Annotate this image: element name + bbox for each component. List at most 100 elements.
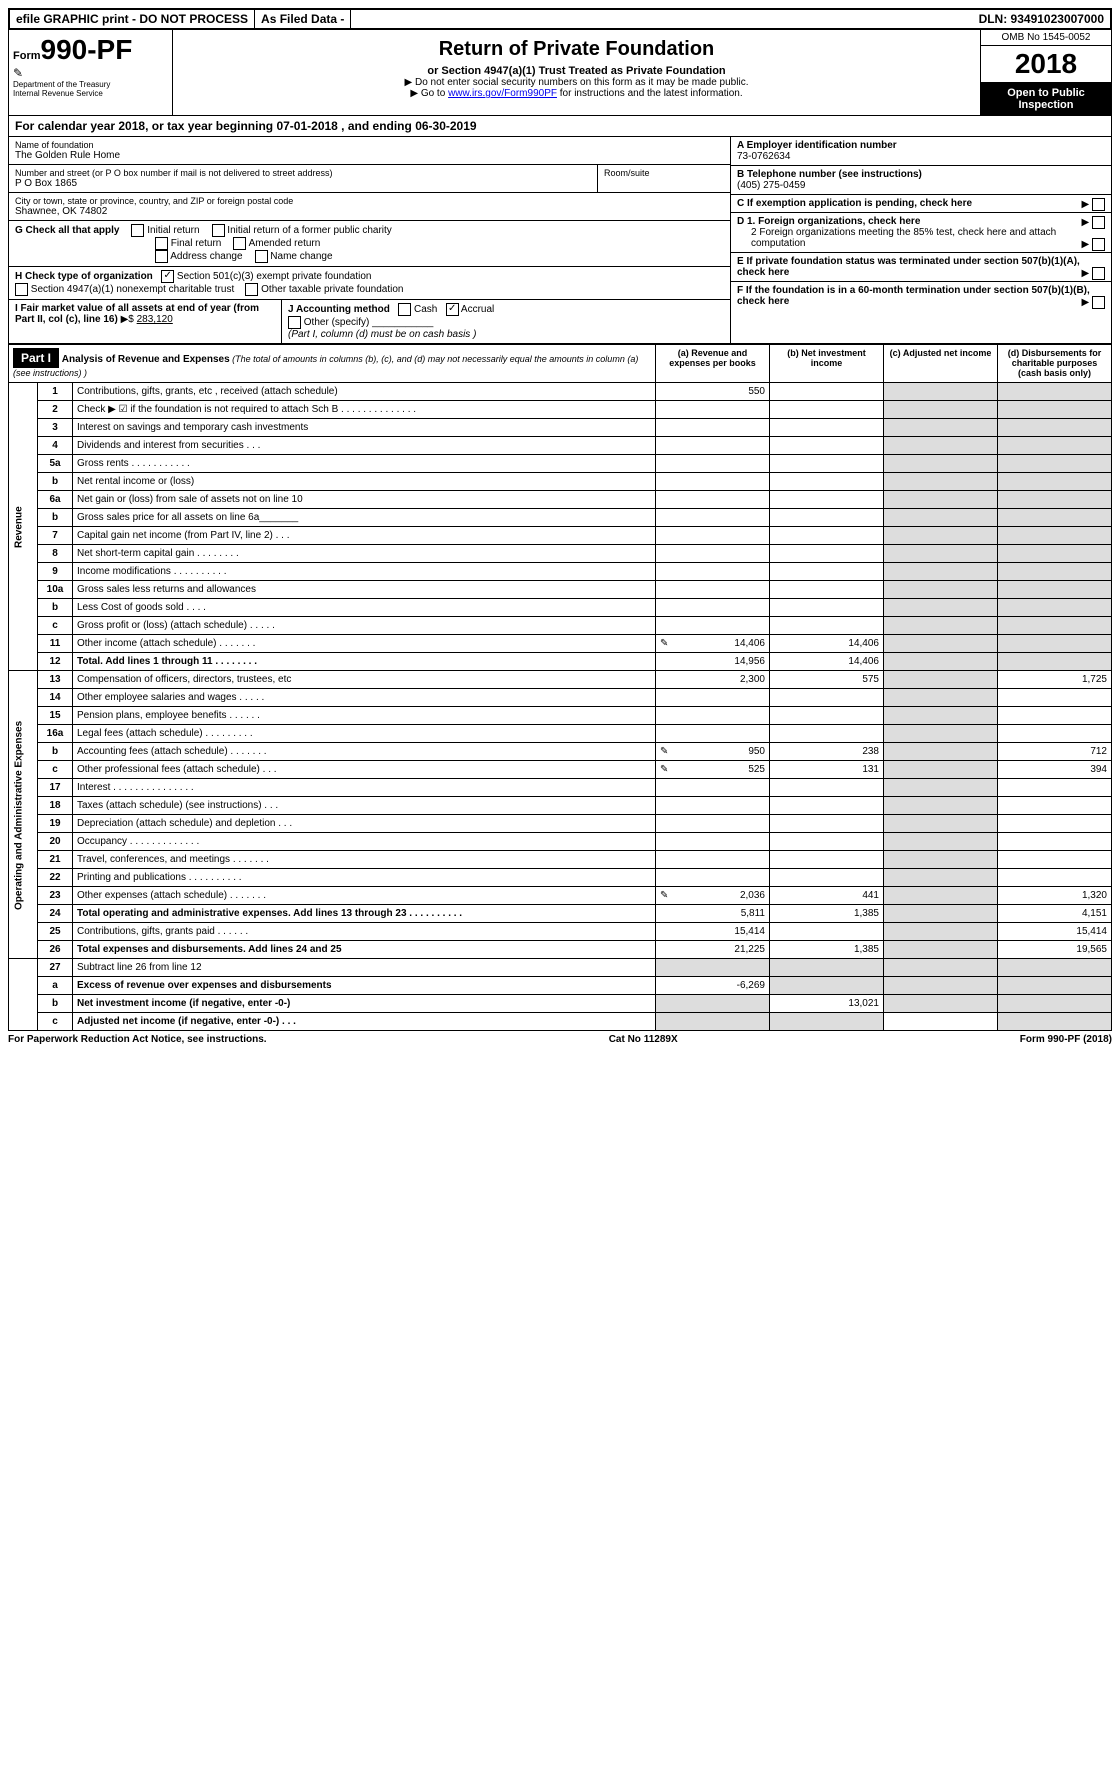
cell-dd <box>998 869 1112 887</box>
chk-4947[interactable] <box>15 283 28 296</box>
line-num: 15 <box>38 707 73 725</box>
cell-dd <box>998 527 1112 545</box>
j-label: J Accounting method <box>288 304 390 315</box>
chk-cash[interactable] <box>398 303 411 316</box>
topbar-mid: As Filed Data - <box>255 10 351 28</box>
cell-b <box>770 689 884 707</box>
line-num: b <box>38 599 73 617</box>
cell-c <box>884 491 998 509</box>
room-label: Room/suite <box>604 168 724 178</box>
footer-left: For Paperwork Reduction Act Notice, see … <box>8 1034 267 1045</box>
cell-dd <box>998 491 1112 509</box>
cell-a: 5,811 <box>656 905 770 923</box>
line-desc: Dividends and interest from securities .… <box>73 437 656 455</box>
cell-a <box>656 995 770 1013</box>
year-end: 06-30-2019 <box>415 119 476 133</box>
cell-a <box>656 599 770 617</box>
cell-dd <box>998 815 1112 833</box>
cell-a: -6,269 <box>656 977 770 995</box>
line-desc: Printing and publications . . . . . . . … <box>73 869 656 887</box>
cell-dd <box>998 851 1112 869</box>
cell-dd <box>998 545 1112 563</box>
cell-b <box>770 545 884 563</box>
cell-c <box>884 761 998 779</box>
line-desc: Interest on savings and temporary cash i… <box>73 419 656 437</box>
fmv-value: 283,120 <box>137 314 173 325</box>
line-desc: Gross rents . . . . . . . . . . . <box>73 455 656 473</box>
side-label: Operating and Administrative Expenses <box>9 671 38 959</box>
chk-other-method[interactable] <box>288 316 301 329</box>
cell-a <box>656 437 770 455</box>
cell-b <box>770 869 884 887</box>
address-label: Number and street (or P O box number if … <box>15 168 591 178</box>
chk-other-taxable[interactable] <box>245 283 258 296</box>
chk-initial[interactable] <box>131 224 144 237</box>
cell-b <box>770 491 884 509</box>
chk-c[interactable] <box>1092 198 1105 211</box>
line-desc: Gross profit or (loss) (attach schedule)… <box>73 617 656 635</box>
cell-a <box>656 1013 770 1031</box>
irs-link[interactable]: www.irs.gov/Form990PF <box>448 88 557 99</box>
cell-dd <box>998 437 1112 455</box>
attach-icon[interactable]: ✎ <box>660 638 668 649</box>
line-num: 5a <box>38 455 73 473</box>
chk-f[interactable] <box>1092 296 1105 309</box>
cell-a <box>656 617 770 635</box>
cell-dd <box>998 581 1112 599</box>
chk-accrual[interactable]: ✓ <box>446 303 459 316</box>
line-num: c <box>38 617 73 635</box>
cell-dd <box>998 383 1112 401</box>
cell-c <box>884 707 998 725</box>
cell-dd: 15,414 <box>998 923 1112 941</box>
cell-c <box>884 779 998 797</box>
cell-b <box>770 977 884 995</box>
cell-a <box>656 779 770 797</box>
line-desc: Occupancy . . . . . . . . . . . . . <box>73 833 656 851</box>
cell-b <box>770 779 884 797</box>
line-num: a <box>38 977 73 995</box>
line-num: 8 <box>38 545 73 563</box>
attach-icon[interactable]: ✎ <box>660 746 668 757</box>
line-desc: Pension plans, employee benefits . . . .… <box>73 707 656 725</box>
cell-a <box>656 581 770 599</box>
line-desc: Total expenses and disbursements. Add li… <box>73 941 656 959</box>
cell-a: 14,956 <box>656 653 770 671</box>
chk-final[interactable] <box>155 237 168 250</box>
cell-b <box>770 581 884 599</box>
line-num: 2 <box>38 401 73 419</box>
open-public: Open to Public Inspection <box>981 83 1111 115</box>
cell-a: ✎525 <box>656 761 770 779</box>
cell-c <box>884 869 998 887</box>
line-desc: Total. Add lines 1 through 11 . . . . . … <box>73 653 656 671</box>
attach-icon[interactable]: ✎ <box>660 890 668 901</box>
col-b-header: (b) Net investment income <box>770 345 884 383</box>
line-desc: Legal fees (attach schedule) . . . . . .… <box>73 725 656 743</box>
cell-dd <box>998 833 1112 851</box>
chk-initial-former[interactable] <box>212 224 225 237</box>
line-num: 19 <box>38 815 73 833</box>
cell-dd: 4,151 <box>998 905 1112 923</box>
cell-dd: 712 <box>998 743 1112 761</box>
cell-b <box>770 509 884 527</box>
chk-e[interactable] <box>1092 267 1105 280</box>
chk-d2[interactable] <box>1092 238 1105 251</box>
chk-501c3[interactable]: ✓ <box>161 270 174 283</box>
cell-c <box>884 455 998 473</box>
cell-b <box>770 473 884 491</box>
chk-amended[interactable] <box>233 237 246 250</box>
cell-a <box>656 797 770 815</box>
chk-d1[interactable] <box>1092 216 1105 229</box>
cell-a <box>656 455 770 473</box>
line-num: 6a <box>38 491 73 509</box>
cell-c <box>884 599 998 617</box>
attach-icon[interactable]: ✎ <box>660 764 668 775</box>
goto-line: ▶ Go to www.irs.gov/Form990PF for instru… <box>177 88 976 99</box>
cell-a <box>656 869 770 887</box>
cell-a <box>656 419 770 437</box>
line-num: 21 <box>38 851 73 869</box>
chk-name-change[interactable] <box>255 250 268 263</box>
cell-dd: 394 <box>998 761 1112 779</box>
line-num: 7 <box>38 527 73 545</box>
chk-address-change[interactable] <box>155 250 168 263</box>
cell-a: 21,225 <box>656 941 770 959</box>
